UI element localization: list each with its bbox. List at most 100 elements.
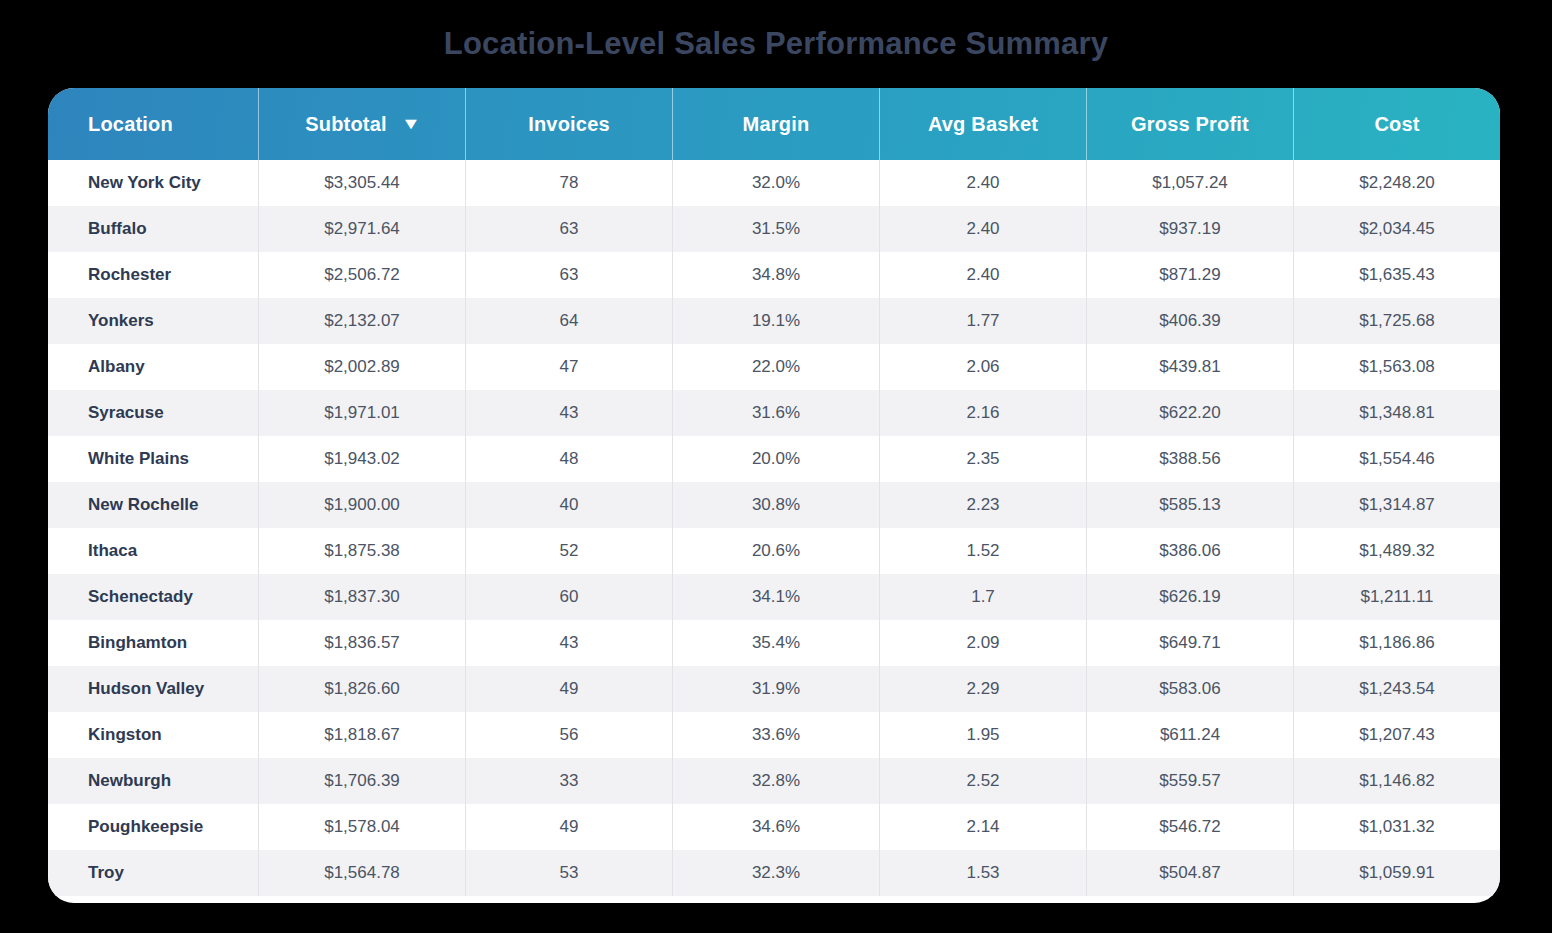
cell-avg-basket: 2.29 <box>879 666 1086 712</box>
cell-margin: 34.6% <box>672 804 879 850</box>
cell-location: Syracuse <box>48 390 258 436</box>
cell-location: Binghamton <box>48 620 258 666</box>
column-header-label: Avg Basket <box>928 113 1038 136</box>
cell-cost: $1,554.46 <box>1293 436 1500 482</box>
sort-desc-icon: ▼ <box>401 115 421 133</box>
cell-avg-basket: 1.53 <box>879 850 1086 896</box>
cell-margin: 33.6% <box>672 712 879 758</box>
cell-margin: 31.9% <box>672 666 879 712</box>
cell-gross-profit: $583.06 <box>1086 666 1293 712</box>
cell-margin: 20.6% <box>672 528 879 574</box>
cell-margin: 32.8% <box>672 758 879 804</box>
table-row: Schenectady$1,837.306034.1%1.7$626.19$1,… <box>48 574 1500 620</box>
column-header-label: Gross Profit <box>1131 113 1249 136</box>
column-header-cost[interactable]: Cost <box>1293 88 1500 160</box>
table-row: Hudson Valley$1,826.604931.9%2.29$583.06… <box>48 666 1500 712</box>
cell-subtotal: $1,818.67 <box>258 712 465 758</box>
cell-cost: $1,635.43 <box>1293 252 1500 298</box>
cell-gross-profit: $559.57 <box>1086 758 1293 804</box>
column-header-subtotal[interactable]: Subtotal ▼ <box>258 88 465 160</box>
cell-avg-basket: 2.06 <box>879 344 1086 390</box>
cell-gross-profit: $585.13 <box>1086 482 1293 528</box>
cell-gross-profit: $937.19 <box>1086 206 1293 252</box>
cell-margin: 34.1% <box>672 574 879 620</box>
cell-invoices: 78 <box>465 160 672 206</box>
cell-margin: 32.3% <box>672 850 879 896</box>
cell-subtotal: $2,132.07 <box>258 298 465 344</box>
cell-margin: 34.8% <box>672 252 879 298</box>
cell-subtotal: $1,578.04 <box>258 804 465 850</box>
table-row: New Rochelle$1,900.004030.8%2.23$585.13$… <box>48 482 1500 528</box>
cell-invoices: 47 <box>465 344 672 390</box>
table-row: Yonkers$2,132.076419.1%1.77$406.39$1,725… <box>48 298 1500 344</box>
cell-cost: $1,146.82 <box>1293 758 1500 804</box>
cell-invoices: 40 <box>465 482 672 528</box>
table-row: Troy$1,564.785332.3%1.53$504.87$1,059.91 <box>48 850 1500 896</box>
cell-margin: 35.4% <box>672 620 879 666</box>
cell-subtotal: $1,564.78 <box>258 850 465 896</box>
cell-avg-basket: 2.23 <box>879 482 1086 528</box>
cell-invoices: 63 <box>465 206 672 252</box>
cell-margin: 31.6% <box>672 390 879 436</box>
cell-gross-profit: $871.29 <box>1086 252 1293 298</box>
cell-avg-basket: 2.40 <box>879 252 1086 298</box>
table-row: Poughkeepsie$1,578.044934.6%2.14$546.72$… <box>48 804 1500 850</box>
cell-location: Kingston <box>48 712 258 758</box>
cell-cost: $2,248.20 <box>1293 160 1500 206</box>
table-row: Binghamton$1,836.574335.4%2.09$649.71$1,… <box>48 620 1500 666</box>
cell-invoices: 48 <box>465 436 672 482</box>
cell-gross-profit: $611.24 <box>1086 712 1293 758</box>
cell-avg-basket: 1.7 <box>879 574 1086 620</box>
cell-gross-profit: $439.81 <box>1086 344 1293 390</box>
cell-invoices: 52 <box>465 528 672 574</box>
cell-invoices: 43 <box>465 390 672 436</box>
cell-margin: 32.0% <box>672 160 879 206</box>
cell-margin: 30.8% <box>672 482 879 528</box>
cell-cost: $1,059.91 <box>1293 850 1500 896</box>
cell-avg-basket: 2.35 <box>879 436 1086 482</box>
column-header-invoices[interactable]: Invoices <box>465 88 672 160</box>
column-header-avg-basket[interactable]: Avg Basket <box>879 88 1086 160</box>
cell-location: Hudson Valley <box>48 666 258 712</box>
cell-cost: $1,186.86 <box>1293 620 1500 666</box>
cell-cost: $1,563.08 <box>1293 344 1500 390</box>
column-header-gross-profit[interactable]: Gross Profit <box>1086 88 1293 160</box>
table-row: Newburgh$1,706.393332.8%2.52$559.57$1,14… <box>48 758 1500 804</box>
cell-subtotal: $3,305.44 <box>258 160 465 206</box>
cell-cost: $1,314.87 <box>1293 482 1500 528</box>
column-header-location[interactable]: Location <box>48 88 258 160</box>
cell-location: Yonkers <box>48 298 258 344</box>
cell-subtotal: $2,506.72 <box>258 252 465 298</box>
cell-avg-basket: 1.77 <box>879 298 1086 344</box>
cell-margin: 22.0% <box>672 344 879 390</box>
cell-cost: $1,348.81 <box>1293 390 1500 436</box>
sales-summary-table: Location Subtotal ▼ Invoices Margin Avg … <box>48 88 1500 903</box>
cell-location: Albany <box>48 344 258 390</box>
cell-cost: $1,211.11 <box>1293 574 1500 620</box>
column-header-label: Subtotal <box>305 113 387 136</box>
cell-location: Ithaca <box>48 528 258 574</box>
table-body: New York City$3,305.447832.0%2.40$1,057.… <box>48 160 1500 896</box>
cell-invoices: 64 <box>465 298 672 344</box>
cell-subtotal: $1,971.01 <box>258 390 465 436</box>
column-header-label: Invoices <box>528 113 610 136</box>
cell-invoices: 63 <box>465 252 672 298</box>
cell-invoices: 49 <box>465 666 672 712</box>
cell-cost: $1,725.68 <box>1293 298 1500 344</box>
cell-subtotal: $2,002.89 <box>258 344 465 390</box>
cell-gross-profit: $388.56 <box>1086 436 1293 482</box>
column-header-label: Location <box>88 113 173 136</box>
cell-gross-profit: $626.19 <box>1086 574 1293 620</box>
cell-gross-profit: $546.72 <box>1086 804 1293 850</box>
cell-subtotal: $2,971.64 <box>258 206 465 252</box>
cell-avg-basket: 2.40 <box>879 160 1086 206</box>
cell-avg-basket: 1.52 <box>879 528 1086 574</box>
cell-location: White Plains <box>48 436 258 482</box>
page-title: Location-Level Sales Performance Summary <box>0 24 1552 64</box>
cell-gross-profit: $622.20 <box>1086 390 1293 436</box>
table-row: Syracuse$1,971.014331.6%2.16$622.20$1,34… <box>48 390 1500 436</box>
cell-margin: 19.1% <box>672 298 879 344</box>
cell-location: New Rochelle <box>48 482 258 528</box>
column-header-margin[interactable]: Margin <box>672 88 879 160</box>
cell-location: Buffalo <box>48 206 258 252</box>
